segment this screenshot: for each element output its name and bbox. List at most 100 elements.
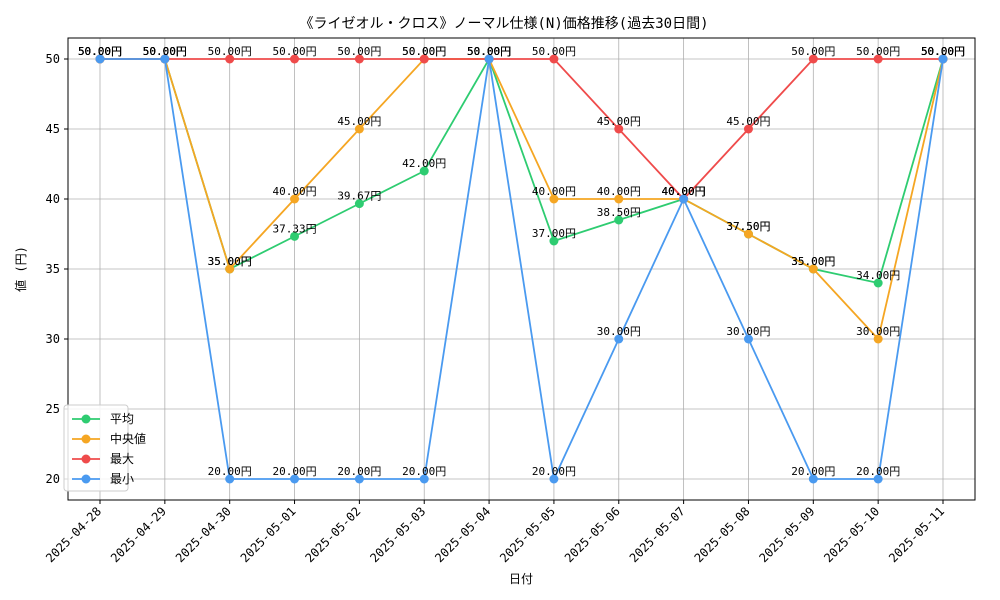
data-label: 30.00円 [597,325,641,338]
data-label: 50.00円 [791,45,835,58]
y-tick-label: 25 [46,402,60,416]
data-label: 50.00円 [402,45,446,58]
data-label: 50.00円 [467,45,511,58]
data-point [160,54,170,64]
y-tick-label: 45 [46,122,60,136]
x-tick-label: 2025-05-04 [432,504,493,565]
data-point [419,474,429,484]
data-point [290,474,300,484]
x-tick-label: 2025-05-07 [627,504,688,565]
data-label: 40.00円 [597,185,641,198]
data-label: 35.00円 [208,255,252,268]
legend-label: 最大 [110,452,134,466]
x-tick-label: 2025-05-03 [367,504,428,565]
data-label: 50.00円 [78,45,122,58]
x-tick-label: 2025-05-11 [886,504,947,565]
x-tick-label: 2025-05-10 [821,504,882,565]
data-point [873,54,883,64]
x-axis-label: 日付 [509,572,533,586]
series-line [100,58,944,341]
data-point [614,124,624,134]
data-label: 50.00円 [78,45,122,58]
data-label: 30.00円 [856,325,900,338]
data-point [614,194,624,204]
data-label: 50.00円 [337,45,381,58]
series-line [100,58,943,201]
data-label: 40.00円 [662,185,706,198]
data-label: 35.00円 [791,255,835,268]
x-axis: 2025-04-28 2025-04-29 2025-04-30 2025-05-01… [43,500,947,565]
data-point [419,54,429,64]
x-tick-label: 2025-04-30 [173,504,234,565]
data-label: 50.00円 [143,45,187,58]
legend-label: 中央値 [110,431,146,446]
data-point [354,124,364,134]
data-label: 20.00円 [532,465,576,478]
data-label: 50.00円 [272,45,316,58]
data-label: 42.00円 [402,157,446,170]
data-label: 37.50円 [726,220,770,233]
data-label: 50.00円 [143,45,187,58]
legend-label: 最小 [110,472,134,486]
legend-marker [81,414,91,424]
data-point [95,54,105,64]
x-tick-label: 2025-05-05 [497,504,558,565]
data-point [484,54,494,64]
data-label: 50.00円 [921,45,965,58]
data-point [549,236,559,246]
legend-marker [81,434,91,444]
data-label: 20.00円 [208,465,252,478]
data-point [679,194,689,204]
x-tick-label: 2025-05-01 [238,504,299,565]
data-point [225,474,235,484]
x-tick-label: 2025-05-09 [756,504,817,565]
data-point [549,194,559,204]
y-tick-label: 30 [46,332,60,346]
data-point [225,54,235,64]
data-label: 45.00円 [597,115,641,128]
data-label: 50.00円 [921,45,965,58]
data-label: 34.00円 [856,269,900,282]
data-point [873,474,883,484]
data-point [743,334,753,344]
data-label: 50.00円 [532,45,576,58]
x-tick-label: 2025-05-02 [303,504,364,565]
data-point [873,334,883,344]
data-labels: 50.00円 50.00円 35.00円 37.33円 39.67円 42.00円 50.0… [78,45,965,478]
data-point [873,278,883,288]
data-label: 20.00円 [272,465,316,478]
legend-marker [81,454,91,464]
data-point [290,194,300,204]
data-label: 50.00円 [467,45,511,58]
data-label: 50.00円 [208,45,252,58]
data-point [354,474,364,484]
data-point [290,231,300,241]
x-tick-label: 2025-04-29 [108,504,169,565]
data-label: 40.00円 [662,185,706,198]
data-label: 50.00円 [143,45,187,58]
data-label: 30.00円 [726,325,770,338]
data-label: 20.00円 [402,465,446,478]
data-point [938,54,948,64]
data-point [614,334,624,344]
y-tick-label: 35 [46,262,60,276]
series-layer [95,54,948,484]
legend-marker [81,474,91,484]
data-label: 50.00円 [856,45,900,58]
data-label: 35.00円 [208,255,252,268]
data-point [743,124,753,134]
data-point [808,54,818,64]
data-label: 50.00円 [467,45,511,58]
data-label: 50.00円 [78,45,122,58]
data-label: 50.00円 [143,45,187,58]
data-point [354,199,364,209]
y-axis-label: 値 (円) [13,246,28,292]
chart-title: 《ライゼオル・クロス》ノーマル仕様(N)価格推移(過去30日間) [300,16,709,32]
y-tick-label: 50 [46,52,60,66]
data-label: 40.00円 [662,185,706,198]
legend-box [63,404,129,492]
data-label: 45.00円 [337,115,381,128]
data-point [549,474,559,484]
